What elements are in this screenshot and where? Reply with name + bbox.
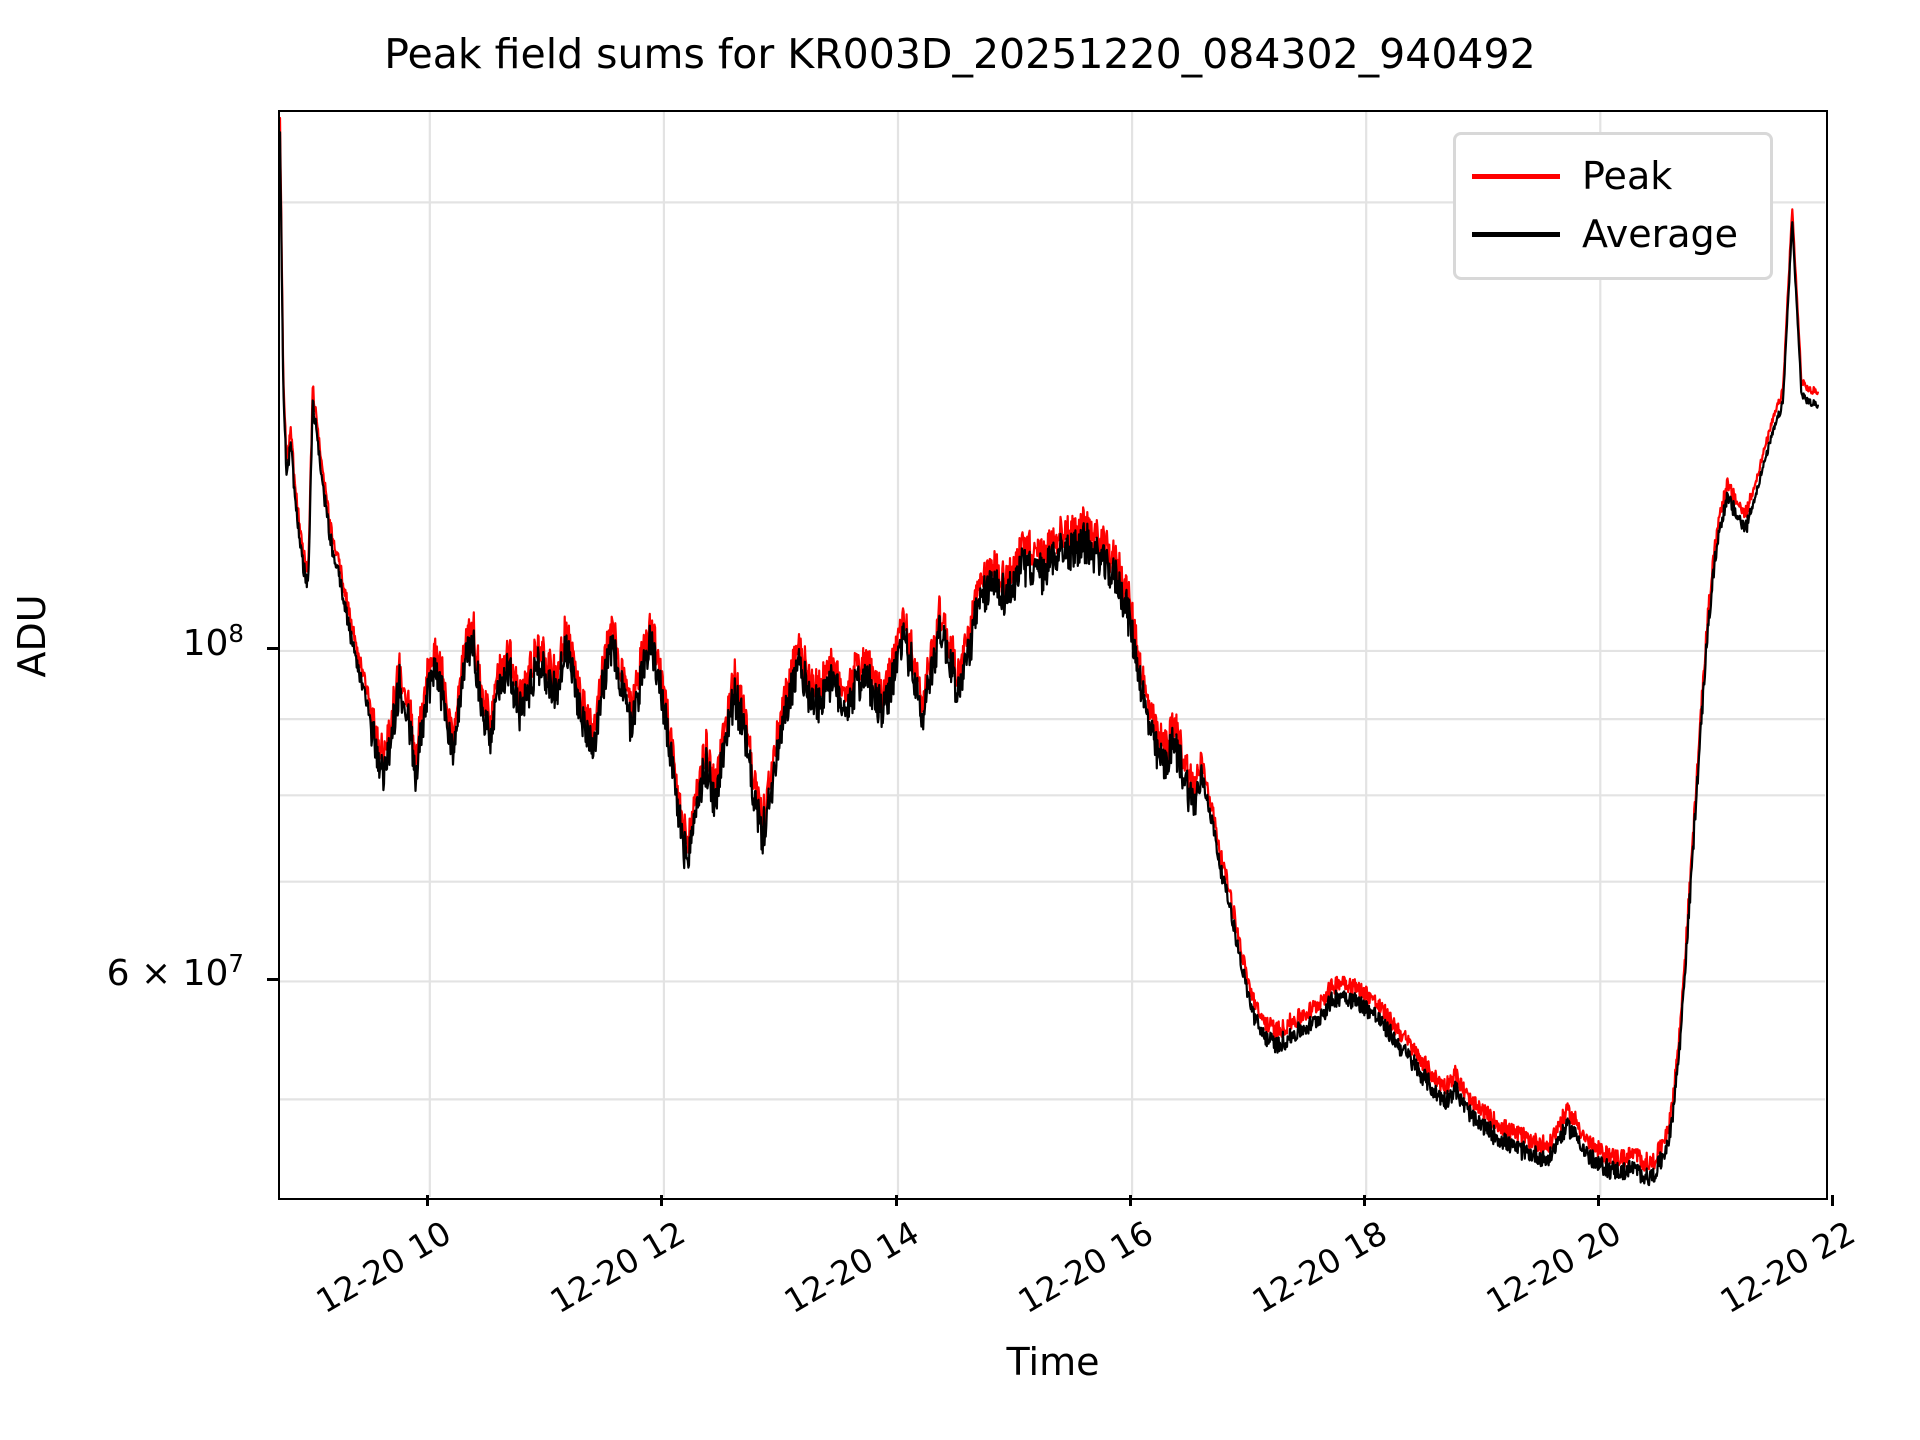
plot-area (278, 110, 1828, 1200)
page-title: Peak field sums for KR003D_20251220_0843… (384, 30, 1536, 78)
x-tick-label: 12-20 16 (1011, 1213, 1160, 1321)
x-tick-mark (1830, 1195, 1834, 1206)
y-tick-mark (267, 977, 278, 981)
chart-legend: Peak Average (1453, 132, 1773, 280)
legend-label-average: Average (1582, 212, 1739, 256)
y-tick-label: 108 (182, 618, 244, 664)
legend-item-average: Average (1472, 205, 1754, 263)
x-tick-label: 12-20 14 (777, 1213, 926, 1321)
x-tick-label: 12-20 18 (1245, 1213, 1394, 1321)
legend-swatch-average (1472, 231, 1560, 237)
x-tick-label: 12-20 22 (1713, 1213, 1862, 1321)
y-axis-ticks: 108 6 × 107 (0, 0, 278, 1440)
series-canvas (280, 112, 1825, 1197)
x-axis-label: Time (1006, 1340, 1100, 1384)
series-line-peak (280, 116, 1819, 1172)
legend-item-peak: Peak (1472, 147, 1754, 205)
x-tick-mark (660, 1195, 664, 1206)
legend-swatch-peak (1472, 173, 1560, 179)
x-tick-label: 12-20 10 (309, 1213, 458, 1321)
legend-label-peak: Peak (1582, 154, 1673, 198)
x-tick-mark (894, 1195, 898, 1206)
x-tick-label: 12-20 12 (543, 1213, 692, 1321)
y-tick-mark (267, 647, 278, 651)
y-tick-label: 6 × 107 (106, 949, 244, 995)
x-tick-mark (1128, 1195, 1132, 1206)
x-tick-mark (1596, 1195, 1600, 1206)
x-tick-mark (1362, 1195, 1366, 1206)
x-tick-mark (426, 1195, 430, 1206)
x-tick-label: 12-20 20 (1479, 1213, 1628, 1321)
series-line-average (280, 131, 1819, 1187)
